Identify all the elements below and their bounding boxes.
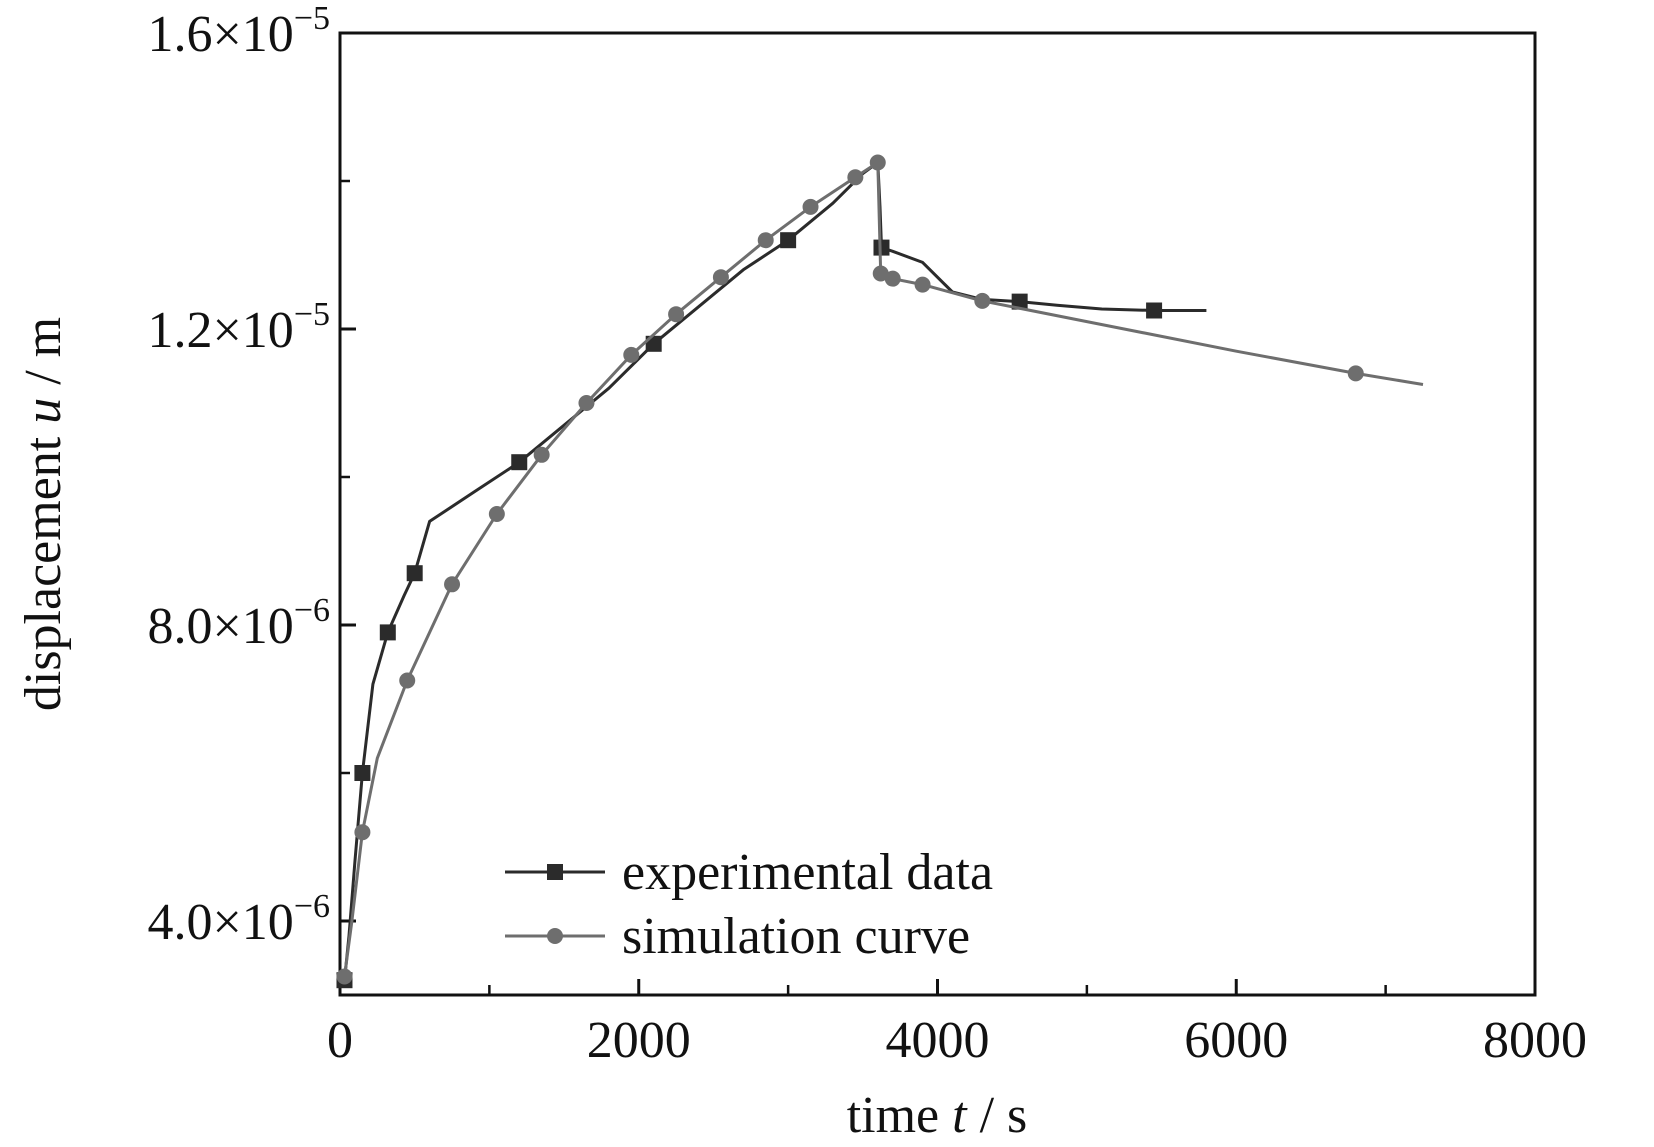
data-point-experimental bbox=[1146, 302, 1163, 319]
data-point-simulation bbox=[354, 824, 371, 841]
legend: experimental data simulation curve bbox=[505, 844, 993, 965]
legend-label-simulation: simulation curve bbox=[622, 908, 970, 965]
data-point-simulation bbox=[869, 154, 886, 171]
data-point-simulation bbox=[712, 269, 729, 286]
x-axis-title: time t / s bbox=[847, 1087, 1028, 1144]
data-point-simulation bbox=[802, 198, 819, 215]
y-tick-label: 1.2×10−5 bbox=[147, 296, 330, 359]
data-point-simulation bbox=[1347, 365, 1364, 382]
data-point-simulation bbox=[444, 576, 461, 593]
legend-label-experimental: experimental data bbox=[622, 844, 993, 901]
data-point-simulation bbox=[668, 306, 685, 323]
data-point-experimental bbox=[1011, 293, 1028, 310]
data-point-simulation bbox=[757, 232, 774, 249]
data-point-experimental bbox=[511, 454, 528, 471]
y-tick-label: 4.0×10−6 bbox=[147, 888, 330, 951]
y-tick-label: 8.0×10−6 bbox=[147, 592, 330, 655]
data-point-simulation bbox=[847, 169, 864, 186]
data-point-simulation bbox=[623, 346, 640, 363]
data-point-simulation bbox=[872, 265, 889, 282]
data-point-simulation bbox=[533, 446, 550, 463]
x-tick-label: 6000 bbox=[1184, 1012, 1288, 1069]
x-tick-label: 4000 bbox=[886, 1012, 990, 1069]
y-axis-title: displacement u / m bbox=[15, 317, 72, 711]
data-point-experimental bbox=[379, 624, 396, 641]
data-point-simulation bbox=[884, 270, 901, 287]
data-point-experimental bbox=[406, 565, 423, 582]
data-point-simulation bbox=[488, 506, 505, 522]
x-tick-label: 0 bbox=[327, 1012, 353, 1069]
series-layer bbox=[336, 154, 1424, 989]
legend-entry-simulation: simulation curve bbox=[505, 908, 970, 965]
series-1 bbox=[336, 154, 1424, 985]
data-point-simulation bbox=[974, 292, 991, 309]
data-point-simulation bbox=[578, 395, 595, 411]
x-tick-label: 8000 bbox=[1483, 1012, 1587, 1069]
y-axis-ticks: 4.0×10−6 8.0×10−6 1.2×10−5 1.6×10−5 bbox=[147, 0, 356, 951]
x-tick-label: 2000 bbox=[587, 1012, 691, 1069]
data-point-simulation bbox=[914, 276, 931, 293]
x-axis-ticks: 0 2000 4000 6000 8000 bbox=[327, 979, 1587, 1069]
data-point-experimental bbox=[780, 232, 797, 249]
series-line-1 bbox=[343, 161, 1424, 977]
y-tick-label: 1.6×10−5 bbox=[147, 0, 330, 63]
data-point-experimental bbox=[354, 765, 371, 781]
data-point-simulation bbox=[336, 968, 353, 985]
legend-entry-experimental: experimental data bbox=[505, 844, 993, 901]
data-point-simulation bbox=[399, 672, 416, 689]
